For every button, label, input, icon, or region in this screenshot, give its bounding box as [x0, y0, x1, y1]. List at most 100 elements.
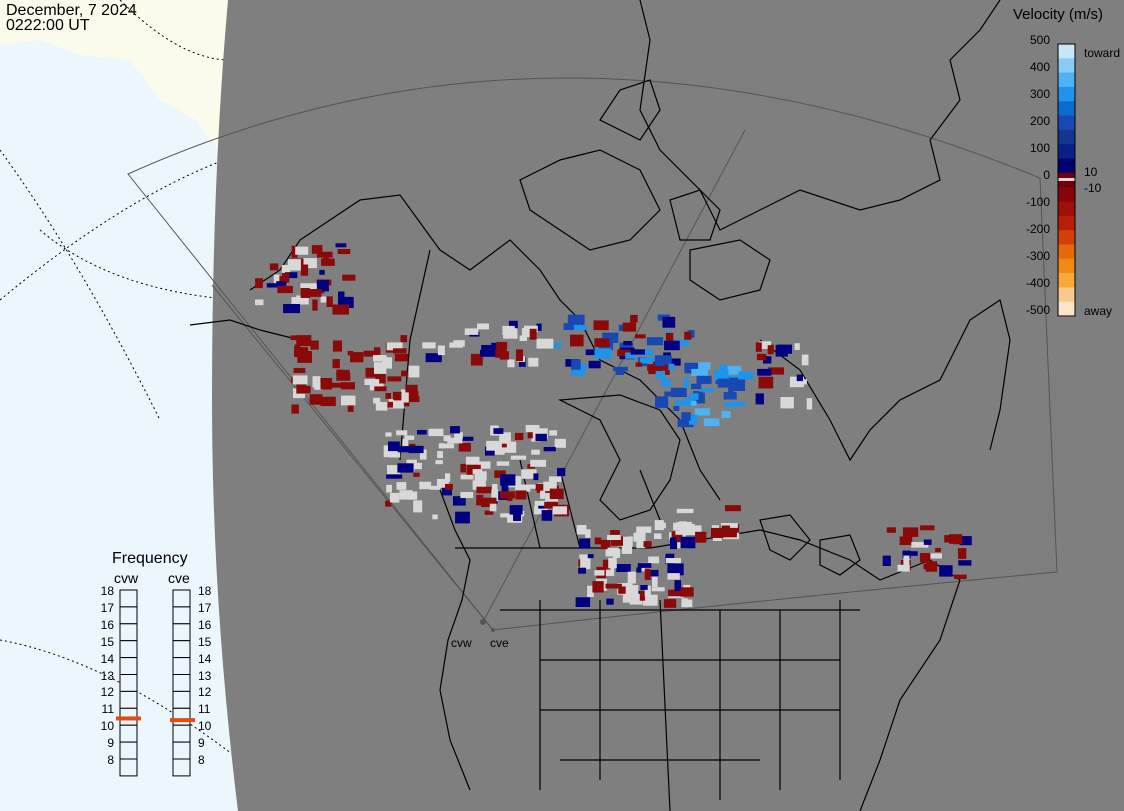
velocity-cell [481, 345, 492, 351]
velocity-cell [477, 323, 489, 330]
frequency-tick-right: 11 [198, 702, 211, 717]
velocity-cell [570, 334, 584, 347]
velocity-cell [458, 436, 474, 441]
velocity-cell [904, 551, 918, 556]
velocity-cell [607, 534, 621, 540]
velocity-cell [799, 379, 807, 385]
velocity-cell [640, 349, 653, 356]
velocity-cell [693, 525, 702, 533]
velocity-cell [767, 367, 784, 375]
colorbar-segment [1058, 72, 1075, 88]
frequency-cell [119, 724, 138, 743]
frequency-indicator [116, 716, 141, 721]
velocity-cell [721, 411, 731, 418]
velocity-cell [789, 376, 804, 388]
date-label: December, 7 2024 [6, 2, 137, 19]
velocity-cell [406, 459, 417, 466]
frequency-cell [172, 690, 191, 709]
legend-title: Velocity (m/s) [1013, 6, 1104, 23]
velocity-cell [365, 367, 381, 378]
velocity-cell [636, 567, 642, 573]
frequency-tick-left: 11 [101, 702, 114, 717]
velocity-cell [695, 531, 707, 543]
velocity-cell [287, 259, 301, 271]
velocity-cell [623, 341, 632, 346]
velocity-cell [767, 345, 774, 355]
velocity-cell [654, 355, 672, 367]
graticule-dotted [0, 0, 241, 761]
velocity-cell [630, 349, 645, 355]
beam-line-2 [211, 284, 494, 631]
velocity-cell [388, 441, 400, 452]
legend-toward-label: toward [1084, 46, 1121, 60]
velocity-cell [573, 324, 587, 331]
frequency-cell [172, 623, 191, 642]
velocity-cell [939, 565, 953, 577]
velocity-cell [460, 463, 466, 473]
velocity-cell [387, 376, 402, 382]
velocity-cell [673, 406, 680, 411]
velocity-cell [373, 397, 381, 404]
velocity-cell [592, 581, 604, 593]
velocity-cell [616, 564, 631, 572]
velocity-cell [610, 536, 623, 546]
velocity-cell [393, 348, 407, 354]
velocity-cell [486, 440, 502, 451]
colorbar-segment [1058, 273, 1075, 288]
velocity-cell [610, 530, 620, 538]
velocity-cell [676, 508, 694, 514]
velocity-cell [464, 328, 479, 335]
velocity-cell [419, 481, 432, 490]
legend-tick-label: 300 [1029, 87, 1050, 101]
velocity-cell [338, 296, 354, 308]
velocity-cell [374, 347, 381, 357]
velocity-cell [671, 531, 683, 543]
frequency-cell [119, 657, 138, 675]
velocity-cell [403, 401, 410, 407]
velocity-cell [291, 245, 298, 258]
velocity-cell [460, 492, 474, 499]
colorbar-segment [1058, 301, 1075, 317]
velocity-cell [453, 340, 465, 347]
velocity-cell [311, 245, 323, 254]
velocity-cell [723, 377, 738, 388]
velocity-cell [297, 385, 311, 394]
velocity-cell [629, 593, 643, 605]
velocity-cell [667, 573, 680, 580]
velocity-cell [374, 362, 387, 374]
velocity-cell [903, 555, 910, 566]
velocity-cell [637, 563, 652, 568]
velocity-cell [338, 291, 345, 300]
velocity-cell [484, 510, 494, 515]
velocity-cell [659, 522, 666, 529]
velocity-cell [293, 367, 306, 373]
velocity-cell [563, 323, 580, 330]
velocity-cell [386, 342, 403, 351]
velocity-cell [332, 340, 342, 352]
velocity-cell [330, 382, 347, 388]
velocity-cell [332, 359, 340, 369]
frequency-tick-right: 8 [198, 753, 205, 767]
colorbar-segment [1058, 129, 1075, 145]
velocity-cell [437, 451, 443, 459]
velocity-cell [593, 320, 609, 331]
velocity-cell [500, 474, 516, 486]
velocity-cell [681, 598, 688, 608]
velocity-cell [552, 506, 567, 515]
velocity-cell [594, 570, 605, 576]
velocity-cell [674, 339, 690, 346]
velocity-cell [580, 557, 591, 570]
velocity-cell [588, 360, 601, 369]
velocity-cell [336, 372, 351, 381]
velocity-cell [460, 474, 474, 480]
velocity-cell [625, 352, 637, 359]
colorbar-border [1057, 43, 1076, 317]
frequency-cell [172, 674, 191, 692]
velocity-cell [507, 496, 513, 502]
velocity-cell [292, 375, 308, 385]
velocity-cell [646, 569, 659, 577]
frequency-tick-right: 16 [198, 617, 212, 632]
arctic-land [0, 0, 228, 150]
velocity-cell [541, 510, 553, 521]
